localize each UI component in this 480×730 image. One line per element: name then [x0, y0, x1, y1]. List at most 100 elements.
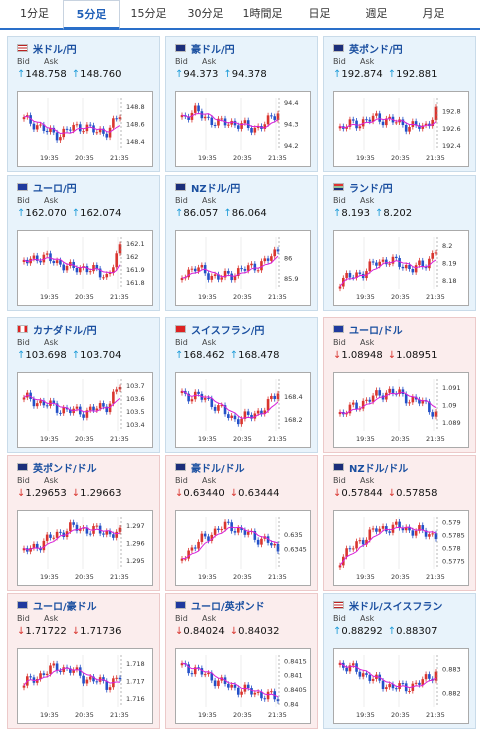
rate-card[interactable]: 豪ドル/円 Bid Ask ↑94.373 ↑94.378 94.4 94.3 94.2 19:…	[165, 36, 318, 172]
ask-label: Ask	[360, 476, 375, 485]
x-tick-label: 19:35	[40, 293, 59, 301]
bid-label: Bid	[175, 614, 188, 623]
ask-value: 1.08951	[396, 350, 438, 361]
pair-name[interactable]: 英ポンド/円	[349, 44, 403, 56]
mini-chart[interactable]: 0.579 0.5785 0.578 0.5775 19:35 20:35 21:35	[333, 510, 469, 586]
candle-body	[98, 403, 102, 409]
flag-icon	[175, 325, 186, 333]
quote-labels: Bid Ask	[175, 614, 229, 623]
mini-chart[interactable]: 0.883 0.882 19:35 20:35 21:35	[333, 648, 469, 724]
pair-name[interactable]: スイスフラン/円	[191, 325, 265, 337]
pair-name[interactable]: ユーロ/豪ドル	[33, 601, 97, 613]
rate-card[interactable]: ユーロ/ドル Bid Ask ↓1.08948 ↓1.08951 1.091 1.09 1.0…	[323, 317, 476, 453]
arrow-up-icon: ↑	[229, 350, 239, 361]
mini-chart[interactable]: 1.091 1.09 1.089 19:35 20:35 21:35	[333, 372, 469, 448]
mini-chart[interactable]: 162.1 162 161.9 161.8 19:35 20:35 21:35	[17, 230, 153, 306]
mini-chart[interactable]: 0.8415 0.841 0.8405 0.84 19:35 20:35 21:35	[175, 648, 311, 724]
mini-chart[interactable]: 0.635 0.6345 19:35 20:35 21:35	[175, 510, 311, 586]
rate-card[interactable]: ランド/円 Bid Ask ↑8.193 ↑8.202 8.2 8.19 8.18 19:35 2…	[323, 175, 476, 311]
rate-card[interactable]: 米ドル/円 Bid Ask ↑148.758 ↑148.760 148.8 148.6 148…	[7, 36, 160, 172]
candle-body	[78, 267, 82, 273]
pair-name[interactable]: カナダドル/円	[33, 325, 97, 337]
mini-chart[interactable]: 1.718 1.717 1.716 19:35 20:35 21:35	[17, 648, 153, 724]
mini-chart[interactable]: 148.8 148.6 148.4 19:35 20:35 21:35	[17, 91, 153, 167]
tab-2[interactable]: 5分足	[63, 0, 120, 30]
mini-chart[interactable]: 8.2 8.19 8.18 19:35 20:35 21:35	[333, 230, 469, 306]
mini-chart[interactable]: 86 85.9 19:35 20:35 21:35	[175, 230, 311, 306]
candlestick-svg: 1.297 1.296 1.295 19:35 20:35 21:35	[22, 517, 145, 581]
mini-chart[interactable]: 168.4 168.2 19:35 20:35 21:35	[175, 372, 311, 448]
arrow-down-icon: ↓	[175, 488, 184, 499]
card-header: ユーロ/豪ドル	[17, 598, 97, 613]
pair-name[interactable]: ユーロ/ドル	[349, 325, 403, 337]
candle-body	[368, 529, 372, 540]
flag-icon	[333, 44, 344, 52]
candlestick-svg: 0.579 0.5785 0.578 0.5775 19:35 20:35 21:35	[338, 517, 465, 581]
x-tick-label: 19:35	[356, 435, 375, 443]
pair-name[interactable]: 豪ドル/円	[191, 44, 235, 56]
tab-6[interactable]: 日足	[308, 7, 331, 20]
candle-body	[424, 266, 428, 269]
rate-card[interactable]: カナダドル/円 Bid Ask ↑103.698 ↑103.704 103.7 103.6 1…	[7, 317, 160, 453]
candle-body	[227, 683, 230, 688]
candle-body	[246, 531, 250, 535]
rate-card[interactable]: NZドル/円 Bid Ask ↑86.057 ↑86.064 86 85.9 19:35 20:…	[165, 175, 318, 311]
pair-name[interactable]: 豪ドル/ドル	[191, 463, 245, 475]
pair-name[interactable]: ランド/円	[349, 183, 393, 195]
pair-name[interactable]: 英ポンド/ドル	[33, 463, 97, 475]
pair-name[interactable]: ユーロ/円	[33, 183, 77, 195]
candle-body	[193, 547, 197, 549]
flag-icon	[17, 183, 28, 191]
pair-name[interactable]: NZドル/ドル	[349, 463, 409, 475]
candle-body	[236, 687, 240, 695]
candle-body	[375, 262, 378, 266]
ask-label: Ask	[44, 476, 59, 485]
rate-card[interactable]: 英ポンド/円 Bid Ask ↑192.874 ↑192.881 192.8 192.6 19…	[323, 36, 476, 172]
pair-name[interactable]: ユーロ/英ポンド	[191, 601, 265, 613]
bid-value: 162.070	[25, 208, 67, 219]
arrow-down-icon: ↓	[333, 350, 342, 361]
bid-label: Bid	[333, 196, 346, 205]
tab-7[interactable]: 週足	[365, 7, 388, 20]
candle-body	[115, 531, 118, 538]
rate-card[interactable]: 英ポンド/ドル Bid Ask ↓1.29653 ↓1.29663 1.297 1.296 1…	[7, 455, 160, 591]
rate-card[interactable]: スイスフラン/円 Bid Ask ↑168.462 ↑168.478 168.4 168.2…	[165, 317, 318, 453]
candle-body	[39, 548, 42, 551]
mini-chart[interactable]: 103.7 103.6 103.5 103.4 19:35 20:35 21:35	[17, 372, 153, 448]
tab-4[interactable]: 30分足	[187, 7, 224, 20]
candle-body	[92, 676, 95, 682]
candle-body	[421, 525, 425, 531]
rate-card[interactable]: 米ドル/スイスフラン Bid Ask ↑0.88292 ↑0.88307 0.883 0.8…	[323, 593, 476, 729]
tab-5[interactable]: 1時間足	[242, 7, 283, 20]
mini-chart[interactable]: 94.4 94.3 94.2 19:35 20:35 21:35	[175, 91, 311, 167]
candle-body	[388, 388, 391, 393]
quote-values: ↑8.193 ↑8.202	[333, 208, 417, 219]
tab-3[interactable]: 15分足	[130, 7, 167, 20]
mini-chart[interactable]: 1.297 1.296 1.295 19:35 20:35 21:35	[17, 510, 153, 586]
rate-card[interactable]: 豪ドル/ドル Bid Ask ↓0.63440 ↓0.63444 0.635 0.6345 1…	[165, 455, 318, 591]
candle-body	[210, 534, 214, 541]
candle-body	[88, 676, 92, 680]
candle-body	[62, 667, 66, 673]
candle-body	[105, 273, 109, 278]
candle-body	[210, 398, 214, 407]
x-tick-label: 19:35	[40, 711, 59, 719]
mini-chart[interactable]: 192.8 192.6 192.4 19:35 20:35 21:35	[333, 91, 469, 167]
pair-name[interactable]: NZドル/円	[191, 183, 241, 195]
candle-body	[351, 548, 355, 550]
tab-8[interactable]: 月足	[422, 7, 445, 20]
pair-name[interactable]: 米ドル/円	[33, 44, 77, 56]
moving-average-line	[339, 526, 437, 566]
rate-card[interactable]: ユーロ/豪ドル Bid Ask ↓1.71722 ↓1.71736 1.718 1.717 1…	[7, 593, 160, 729]
rate-card[interactable]: ユーロ/円 Bid Ask ↑162.070 ↑162.074 162.1 162 161.9…	[7, 175, 160, 311]
rate-card[interactable]: ユーロ/英ポンド Bid Ask ↓0.84024 ↓0.84032 0.8415 0.84…	[165, 593, 318, 729]
candle-body	[351, 663, 355, 666]
candle-body	[65, 407, 69, 410]
candle-body	[42, 400, 46, 406]
bid-value: 0.84024	[183, 626, 225, 637]
rate-card[interactable]: NZドル/ドル Bid Ask ↓0.57844 ↓0.57858 0.579 0.5785…	[323, 455, 476, 591]
candle-body	[398, 683, 401, 690]
tab-1[interactable]: 1分足	[20, 7, 49, 20]
pair-name[interactable]: 米ドル/スイスフラン	[349, 601, 443, 613]
x-tick-label: 20:35	[233, 435, 252, 443]
